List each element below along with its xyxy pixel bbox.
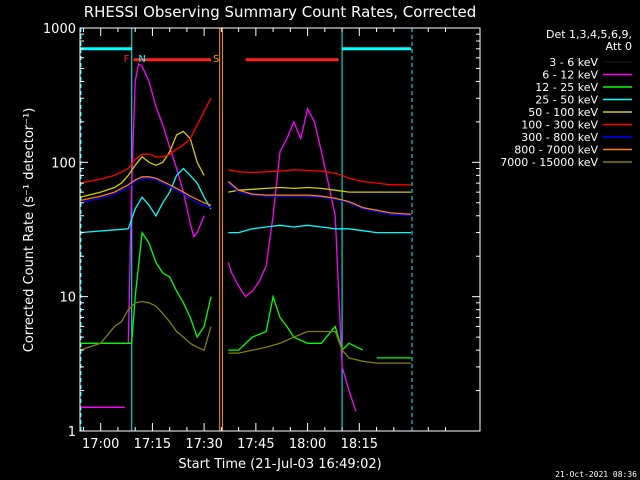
x-axis-label: Start Time (21-Jul-03 16:49:02) — [178, 457, 381, 472]
footer-timestamp: 21-Oct-2021 08:36 — [555, 470, 637, 479]
x-tick-label: 17:30 — [185, 437, 222, 452]
y-tick-label: 100 — [51, 156, 76, 171]
series-line — [79, 97, 411, 186]
series-line — [79, 130, 411, 198]
legend-entry-label: 800 - 7000 keV — [514, 144, 598, 157]
x-tick-label: 18:15 — [341, 437, 378, 452]
legend-entry-label: 12 - 25 keV — [535, 81, 598, 94]
x-tick-label: 17:00 — [82, 437, 119, 452]
legend-header: Det 1,3,4,5,6,9, — [546, 28, 632, 41]
legend-entry-label: 25 - 50 keV — [535, 94, 598, 107]
x-tick-label: 17:45 — [237, 437, 274, 452]
y-tick-label: 1000 — [43, 22, 76, 37]
legend-entry-label: 100 - 300 keV — [521, 119, 598, 132]
chart-title: RHESSI Observing Summary Count Rates, Co… — [84, 3, 477, 21]
flag-marker: N — [138, 54, 145, 65]
flag-marker: S — [213, 54, 219, 65]
axes: 1 10 100 1000 17:00 17:15 17:30 17:45 18:00 18:15 — [43, 22, 481, 452]
series-lines — [79, 62, 412, 412]
x-tick-label: 17:15 — [134, 437, 171, 452]
series-line — [79, 177, 412, 217]
legend-entry-label: 3 - 6 keV — [549, 56, 598, 69]
y-tick-label: 10 — [59, 291, 76, 306]
plot-frame — [79, 27, 481, 432]
legend-entry-label: 7000 - 15000 keV — [500, 156, 598, 169]
series-line — [79, 176, 412, 215]
legend-entry-label: 300 - 800 keV — [521, 131, 598, 144]
y-axis-label: Corrected Count Rate (s⁻¹ detector⁻¹) — [22, 108, 37, 353]
series-line — [79, 167, 411, 234]
legend-header: Att 0 — [606, 40, 632, 53]
flag-marker: F — [124, 54, 130, 65]
series-line — [80, 62, 357, 412]
legend-entry-label: 6 - 12 keV — [542, 69, 598, 82]
series-line — [79, 300, 411, 364]
y-tick-label: 1 — [68, 425, 76, 440]
x-tick-label: 18:00 — [289, 437, 326, 452]
legend-entry-label: 50 - 100 keV — [528, 106, 598, 119]
